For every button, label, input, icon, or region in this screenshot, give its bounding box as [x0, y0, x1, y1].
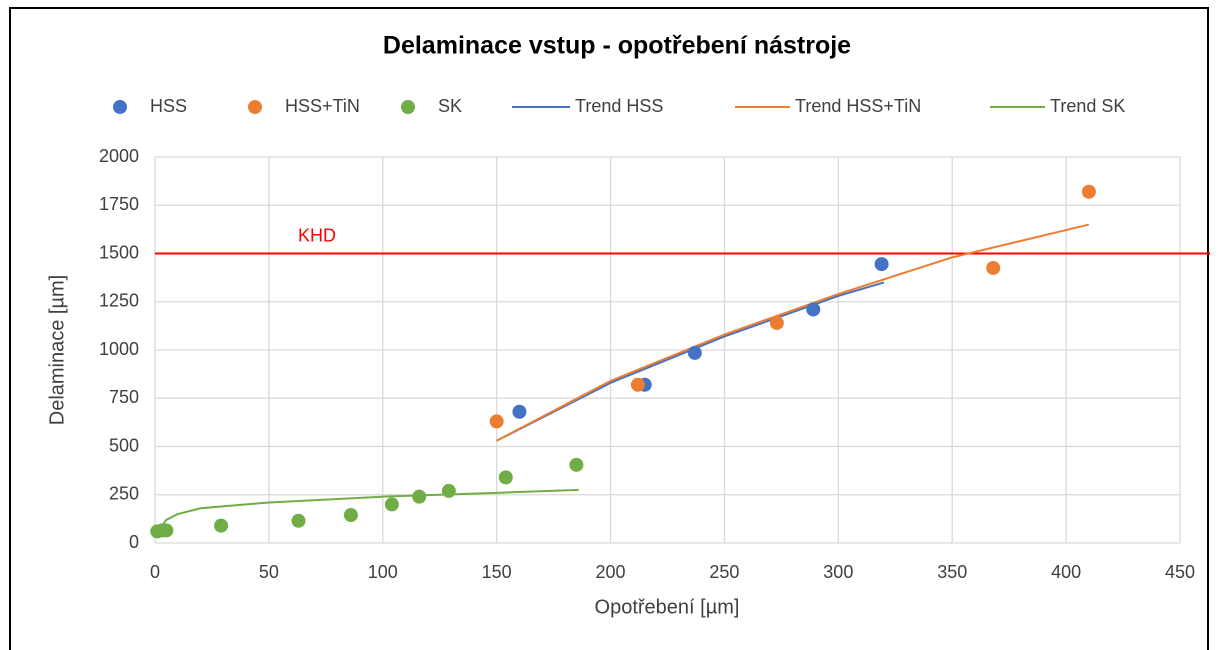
- point: [512, 404, 527, 419]
- x-tick-label: 100: [368, 562, 398, 582]
- chart-title: Delaminace vstup - opotřebení nástroje: [383, 32, 851, 60]
- reference-label: KHD: [298, 225, 336, 245]
- point: [630, 377, 645, 392]
- x-axis-label: Opotřebení [µm]: [595, 596, 740, 618]
- x-tick-label: 350: [937, 562, 967, 582]
- point: [769, 315, 784, 330]
- y-tick-label: 1750: [99, 194, 139, 214]
- y-tick-label: 1000: [99, 339, 139, 359]
- y-tick-label: 750: [109, 387, 139, 407]
- y-tick-label: 1250: [99, 291, 139, 311]
- x-tick-label: 400: [1051, 562, 1081, 582]
- trend-line: [156, 488, 579, 533]
- x-tick-label: 50: [259, 562, 279, 582]
- legend-label: SK: [438, 96, 462, 116]
- legend-label: HSS+TiN: [285, 96, 360, 116]
- x-tick-label: 200: [596, 562, 626, 582]
- legend-label: HSS: [150, 96, 187, 116]
- point: [874, 257, 889, 272]
- chart-border: [9, 7, 1209, 650]
- point: [489, 414, 504, 429]
- point: [343, 508, 358, 523]
- x-tick-label: 450: [1165, 562, 1195, 582]
- point: [384, 497, 399, 512]
- legend-label: Trend HSS+TiN: [795, 96, 921, 116]
- point: [498, 470, 513, 485]
- point: [214, 518, 229, 533]
- point: [806, 302, 821, 317]
- point: [687, 345, 702, 360]
- legend-label: Trend SK: [1050, 96, 1125, 116]
- x-tick-label: 150: [482, 562, 512, 582]
- legend-marker: [401, 100, 415, 114]
- point: [569, 457, 584, 472]
- y-tick-label: 0: [129, 532, 139, 552]
- legend-marker: [248, 100, 262, 114]
- x-tick-label: 300: [823, 562, 853, 582]
- y-axis-label: Delaminace [µm]: [46, 275, 68, 425]
- point: [441, 483, 456, 498]
- point: [412, 489, 427, 504]
- point: [986, 260, 1001, 275]
- x-tick-label: 250: [709, 562, 739, 582]
- y-tick-label: 1500: [99, 242, 139, 262]
- point: [1081, 184, 1096, 199]
- legend-marker: [113, 100, 127, 114]
- x-tick-label: 0: [150, 562, 160, 582]
- y-tick-label: 2000: [99, 146, 139, 166]
- y-tick-label: 500: [109, 435, 139, 455]
- trend-line: [496, 223, 1090, 442]
- trend-line: [496, 281, 885, 442]
- y-tick-label: 250: [109, 484, 139, 504]
- legend-label: Trend HSS: [575, 96, 663, 116]
- point: [159, 523, 174, 538]
- point: [291, 513, 306, 528]
